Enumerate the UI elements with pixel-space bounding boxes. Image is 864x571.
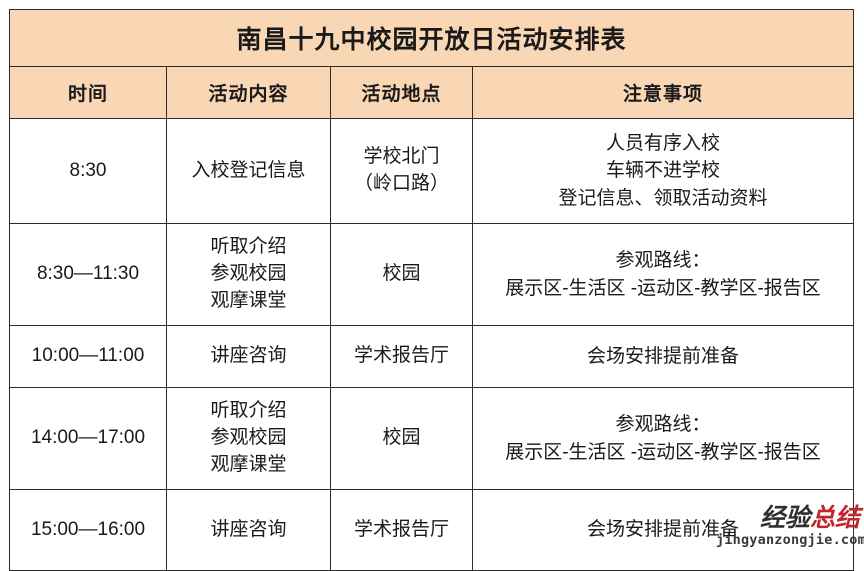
- table-title-row: 南昌十九中校园开放日活动安排表: [8, 9, 855, 67]
- cell-line: 观摩课堂: [210, 453, 287, 475]
- table-header-row: 时间 活动内容 活动地点 注意事项: [9, 66, 855, 119]
- cell-location: 校园: [330, 387, 473, 490]
- table-row: 14:00—17:00 听取介绍 参观校园 观摩课堂 校园 参观路线： 展示区-…: [9, 387, 855, 490]
- table-row: 15:00—16:00 讲座咨询 学术报告厅 会场安排提前准备: [9, 489, 855, 571]
- cell-line: （岭口路）: [353, 173, 449, 194]
- cell-line: 会场安排提前准备: [587, 519, 740, 541]
- cell-line: 登记信息、领取活动资料: [558, 187, 768, 209]
- cell-line: 参观路线：: [615, 413, 711, 435]
- cell-line: 参观路线：: [615, 249, 711, 271]
- column-header-notes: 注意事项: [471, 66, 855, 119]
- cell-activity: 讲座咨询: [166, 489, 331, 571]
- cell-line: 讲座咨询: [210, 518, 287, 540]
- page-canvas: 南昌十九中校园开放日活动安排表 时间 活动内容 活动地点 注意事项 8:30 入…: [8, 9, 864, 571]
- cell-line: 会场安排提前准备: [587, 345, 740, 367]
- cell-line: 学术报告厅: [353, 518, 449, 540]
- cell-time: 10:00—11:00: [9, 325, 167, 388]
- column-header-time: 时间: [9, 66, 167, 119]
- cell-time: 15:00—16:00: [9, 489, 167, 571]
- cell-time: 8:30—11:30: [9, 223, 167, 326]
- cell-location: 学校北门 （岭口路）: [330, 118, 473, 224]
- cell-line: 讲座咨询: [210, 345, 287, 367]
- cell-line: 校园: [382, 427, 421, 449]
- cell-line: 听取介绍: [210, 400, 287, 422]
- column-header-location: 活动地点: [330, 66, 473, 119]
- cell-line: 听取介绍: [210, 236, 287, 258]
- cell-notes: 会场安排提前准备: [471, 325, 855, 388]
- cell-time: 8:30: [9, 118, 167, 224]
- cell-notes: 人员有序入校 车辆不进学校 登记信息、领取活动资料: [471, 118, 855, 224]
- cell-line: 展示区-生活区 -运动区-教学区-报告区: [505, 441, 821, 463]
- cell-time: 14:00—17:00: [9, 387, 167, 490]
- cell-line: 学校北门: [363, 146, 440, 168]
- cell-activity: 讲座咨询: [166, 325, 331, 388]
- table-row: 8:30—11:30 听取介绍 参观校园 观摩课堂 校园 参观路线： 展示区-生…: [9, 223, 855, 326]
- cell-line: 参观校园: [210, 427, 287, 449]
- cell-activity: 听取介绍 参观校园 观摩课堂: [166, 387, 331, 490]
- cell-line: 学术报告厅: [353, 345, 449, 367]
- table-row: 10:00—11:00 讲座咨询 学术报告厅 会场安排提前准备: [9, 325, 855, 388]
- column-header-activity: 活动内容: [166, 66, 331, 119]
- cell-notes: 参观路线： 展示区-生活区 -运动区-教学区-报告区: [471, 387, 855, 490]
- table-row: 8:30 入校登记信息 学校北门 （岭口路） 人员有序入校 车辆不进学校 登记信…: [9, 118, 855, 224]
- cell-line: 校园: [382, 263, 421, 285]
- cell-line: 观摩课堂: [210, 289, 287, 311]
- cell-line: 展示区-生活区 -运动区-教学区-报告区: [505, 277, 821, 299]
- table-title: 南昌十九中校园开放日活动安排表: [8, 9, 855, 67]
- cell-location: 学术报告厅: [330, 325, 473, 388]
- cell-line: 参观校园: [210, 263, 287, 285]
- cell-notes: 会场安排提前准备: [471, 489, 855, 571]
- cell-line: 入校登记信息: [191, 159, 306, 181]
- activity-schedule-table: 南昌十九中校园开放日活动安排表 时间 活动内容 活动地点 注意事项 8:30 入…: [8, 9, 855, 571]
- cell-notes: 参观路线： 展示区-生活区 -运动区-教学区-报告区: [471, 223, 855, 326]
- cell-location: 校园: [330, 223, 473, 326]
- cell-line: 人员有序入校: [606, 132, 721, 154]
- cell-activity: 入校登记信息: [166, 118, 331, 224]
- cell-line: 车辆不进学校: [606, 160, 721, 182]
- cell-activity: 听取介绍 参观校园 观摩课堂: [166, 223, 331, 326]
- cell-location: 学术报告厅: [330, 489, 473, 571]
